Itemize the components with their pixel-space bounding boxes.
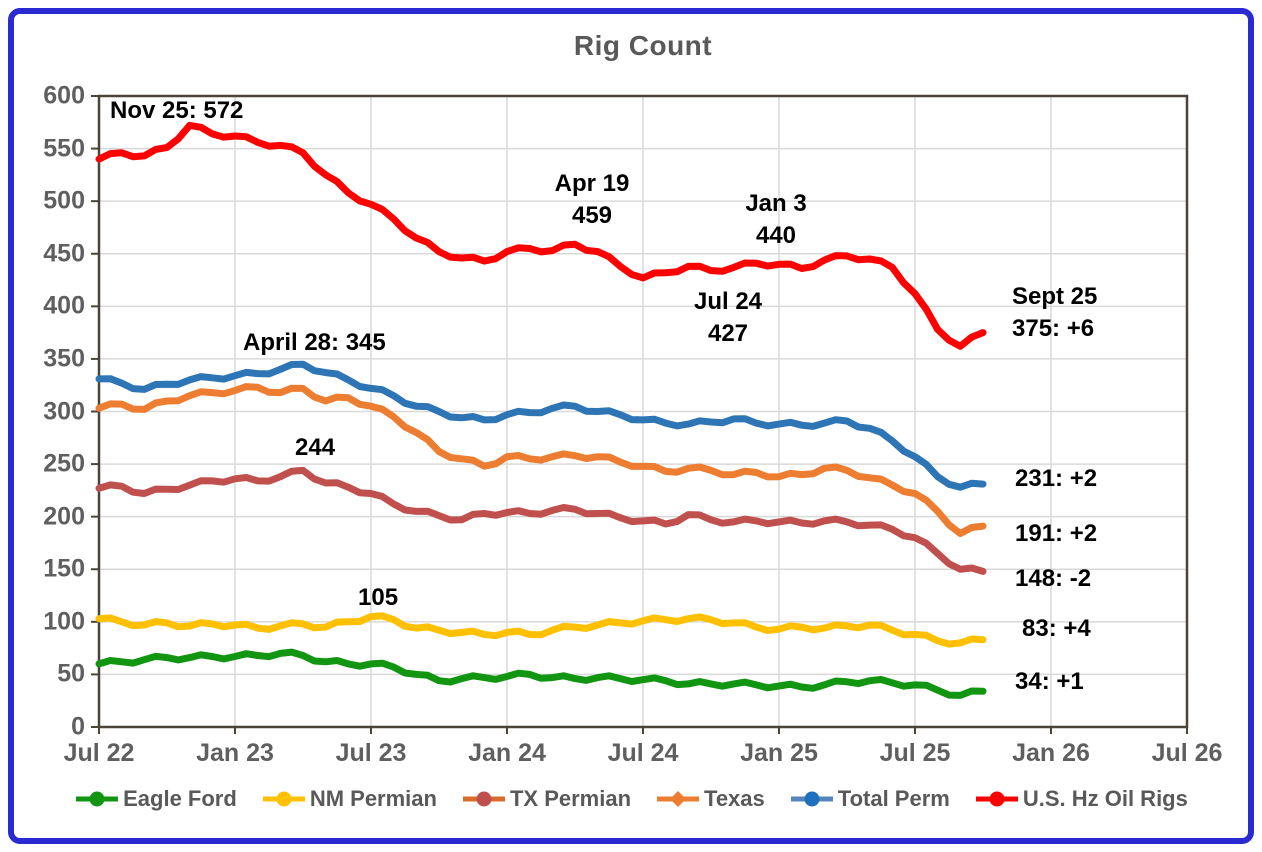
series-line-u-s-hz-oil-rigs <box>95 121 987 350</box>
x-axis-tick-label: Jul 24 <box>607 739 679 767</box>
x-axis-tick-label: Jan 26 <box>1012 739 1090 767</box>
series-line-texas <box>95 383 987 537</box>
series-line-total-perm <box>95 360 987 491</box>
y-axis-tick-label: 200 <box>43 502 85 531</box>
legend-item-tx-permian: TX Permian <box>461 786 631 812</box>
annotation-nm-permian-peak: 105 <box>358 584 399 611</box>
legend-label: Total Perm <box>837 786 950 811</box>
y-axis-tick-label: 500 <box>43 186 85 215</box>
legend-label: U.S. Hz Oil Rigs <box>1022 786 1188 811</box>
legend-marker-icon <box>657 791 700 807</box>
annotation-nm-perm-latest: 83: +4 <box>1022 615 1091 642</box>
y-axis-tick-label: 250 <box>43 449 85 478</box>
y-axis-tick-label: 450 <box>43 239 85 268</box>
y-axis-tick-label: 400 <box>43 291 85 320</box>
annotation-texas-latest: 191: +2 <box>1015 520 1098 547</box>
annotation-eagle-ford-latest: 34: +1 <box>1015 668 1084 695</box>
series-line-nm-permian <box>95 612 987 648</box>
annotation-nov-25-peak: Nov 25: 572 <box>110 97 244 124</box>
legend-label: TX Permian <box>509 786 632 811</box>
annotation-apr-19: Apr 19 459 <box>554 170 630 229</box>
series-line-eagle-ford <box>95 648 987 699</box>
x-axis-tick-label: Jan 23 <box>196 739 274 767</box>
y-axis-tick-label: 0 <box>71 712 85 741</box>
legend-label: Texas <box>704 786 765 811</box>
y-axis-tick-label: 150 <box>43 554 85 583</box>
annotation-sept-25: Sept 25 375: +6 <box>1012 283 1098 342</box>
legend-item-nm-permian: NM Permian <box>261 786 437 812</box>
legend-marker-icon <box>76 791 119 807</box>
annotation-jul-24: Jul 24 427 <box>693 288 763 347</box>
y-axis-tick-label: 600 <box>43 81 85 110</box>
x-axis-tick-label: Jan 25 <box>740 739 818 767</box>
y-axis-tick-label: 550 <box>43 134 85 163</box>
annotation-total-perm-latest: 231: +2 <box>1015 465 1098 492</box>
chart-legend: Eagle Ford NM Permian TX Permian Texas Total… <box>0 786 1262 812</box>
legend-marker-icon <box>462 791 505 807</box>
x-axis-tick-label: Jul 22 <box>63 739 135 767</box>
legend-label: Eagle Ford <box>123 786 237 811</box>
x-axis-tick-label: Jan 24 <box>468 739 546 767</box>
annotation-jan-3: Jan 3 440 <box>745 190 807 249</box>
legend-item-u-s-hz-oil-rigs: U.S. Hz Oil Rigs <box>974 786 1188 812</box>
y-axis-tick-label: 100 <box>43 607 85 636</box>
legend-item-total-perm: Total Perm <box>789 786 950 812</box>
x-axis-tick-label: Jul 23 <box>335 739 407 767</box>
annotation-tx-perm-latest: 148: -2 <box>1015 565 1092 592</box>
annotation-tx-permian-peak: 244 <box>295 434 336 461</box>
chart-title: Rig Count <box>573 30 713 61</box>
legend-item-texas: Texas <box>655 786 765 812</box>
legend-label: NM Permian <box>309 786 437 811</box>
y-axis-tick-label: 300 <box>43 397 85 425</box>
annotation-april-28-peak: April 28: 345 <box>243 329 386 356</box>
y-axis-tick-label: 50 <box>57 659 85 688</box>
legend-marker-icon <box>790 791 833 807</box>
x-axis-tick-label: Jul 25 <box>879 739 951 767</box>
x-axis-tick-label: Jul 26 <box>1151 739 1223 767</box>
legend-marker-icon <box>975 791 1018 807</box>
series-line-tx-permian <box>95 466 987 575</box>
legend-marker-icon <box>262 791 305 807</box>
y-axis-tick-label: 350 <box>43 344 85 373</box>
legend-item-eagle-ford: Eagle Ford <box>74 786 237 812</box>
